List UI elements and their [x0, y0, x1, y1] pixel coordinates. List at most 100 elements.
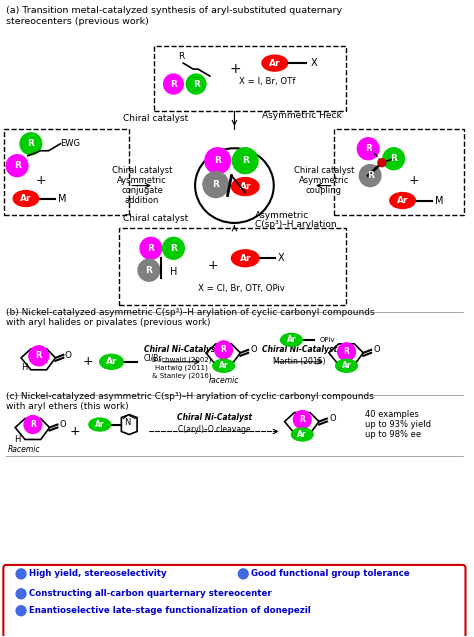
Text: Ar: Ar	[219, 361, 228, 370]
Text: O: O	[65, 352, 72, 361]
Circle shape	[24, 415, 42, 434]
Circle shape	[29, 346, 49, 366]
Text: Ar: Ar	[342, 361, 351, 370]
Circle shape	[16, 589, 26, 599]
Text: R: R	[192, 80, 200, 89]
Text: O: O	[59, 420, 66, 429]
Text: Chiral catalyst: Chiral catalyst	[123, 214, 188, 223]
Ellipse shape	[292, 428, 313, 441]
Circle shape	[16, 606, 26, 616]
Text: Asymmetric Heck: Asymmetric Heck	[262, 111, 342, 120]
Circle shape	[16, 569, 26, 579]
Circle shape	[138, 259, 160, 281]
Text: Racemic: Racemic	[8, 445, 41, 454]
Circle shape	[140, 238, 162, 259]
Text: R: R	[30, 420, 36, 429]
Text: R: R	[14, 161, 20, 170]
Text: (c) Nickel-catalyzed asymmetric C(sp³)–H arylation of cyclic carbonyl compounds
: (c) Nickel-catalyzed asymmetric C(sp³)–H…	[6, 392, 374, 411]
Text: C(aryl)–O cleavage: C(aryl)–O cleavage	[178, 425, 251, 434]
Text: Buchwald (2002): Buchwald (2002)	[152, 357, 211, 363]
Text: Chiral catalyst: Chiral catalyst	[123, 115, 188, 124]
Text: Ar: Ar	[239, 182, 251, 191]
Text: +: +	[229, 62, 241, 76]
Text: X: X	[311, 58, 318, 68]
Ellipse shape	[89, 418, 110, 431]
Text: Ar: Ar	[287, 336, 296, 345]
Text: R: R	[214, 156, 221, 165]
Text: racemic: racemic	[209, 376, 239, 385]
Text: Ar: Ar	[95, 420, 105, 429]
Circle shape	[357, 138, 379, 160]
Circle shape	[378, 159, 386, 167]
Text: R: R	[212, 180, 219, 189]
Text: coupling: coupling	[306, 186, 342, 195]
Text: Hartwig (2011): Hartwig (2011)	[155, 364, 208, 371]
Circle shape	[359, 165, 381, 187]
Text: R: R	[365, 144, 372, 154]
Text: Ar: Ar	[397, 196, 408, 205]
Text: Chiral Ni-Catalyst: Chiral Ni-Catalyst	[177, 413, 252, 422]
Text: EWG: EWG	[60, 140, 81, 148]
Text: R: R	[178, 52, 185, 61]
Text: H: H	[14, 435, 20, 444]
Text: H: H	[170, 267, 177, 277]
Text: X: X	[277, 254, 284, 263]
Circle shape	[383, 148, 404, 169]
Ellipse shape	[390, 192, 415, 208]
Text: addition: addition	[125, 196, 159, 205]
Text: +: +	[82, 355, 93, 368]
Text: & Stanley (2016): & Stanley (2016)	[152, 373, 211, 379]
Ellipse shape	[13, 190, 39, 206]
Text: R: R	[36, 352, 42, 361]
Circle shape	[20, 132, 42, 155]
Text: Chiral Ni-Catalyst: Chiral Ni-Catalyst	[262, 345, 337, 354]
Text: Aysmmetric: Aysmmetric	[117, 176, 167, 185]
Text: H: H	[21, 363, 27, 372]
Circle shape	[163, 238, 184, 259]
Text: Martin (2015): Martin (2015)	[273, 357, 326, 366]
Text: R: R	[300, 415, 305, 424]
Ellipse shape	[262, 55, 288, 71]
Text: R: R	[147, 244, 154, 253]
Text: Good functional group tolerance: Good functional group tolerance	[251, 569, 410, 578]
Circle shape	[6, 155, 28, 176]
Circle shape	[205, 148, 230, 174]
Text: High yield, stereoselectivity: High yield, stereoselectivity	[29, 569, 166, 578]
Text: Asymmetric: Asymmetric	[255, 211, 310, 220]
Text: R: R	[344, 347, 349, 356]
Text: Chiral catalyst: Chiral catalyst	[112, 166, 172, 175]
Circle shape	[203, 171, 228, 197]
Text: Ar: Ar	[298, 430, 307, 439]
Text: Ar: Ar	[20, 194, 32, 203]
Text: R: R	[367, 171, 374, 180]
Text: up to 98% ee: up to 98% ee	[365, 430, 421, 439]
Text: up to 93% yield: up to 93% yield	[365, 420, 431, 429]
Circle shape	[186, 74, 206, 94]
Circle shape	[215, 341, 232, 359]
Text: +: +	[70, 425, 81, 438]
Text: O: O	[329, 414, 336, 423]
Circle shape	[164, 74, 183, 94]
Text: Cl/Br: Cl/Br	[144, 354, 163, 362]
Text: R: R	[170, 244, 177, 253]
Text: +: +	[36, 174, 46, 187]
Text: C(sp³)–H arylation: C(sp³)–H arylation	[255, 220, 337, 229]
Circle shape	[293, 411, 311, 429]
Text: O: O	[374, 345, 380, 354]
Text: R: R	[242, 156, 249, 165]
Text: Ar: Ar	[239, 254, 251, 263]
Text: X = I, Br, OTf: X = I, Br, OTf	[238, 76, 295, 85]
Text: Chiral Ni-Catalyst: Chiral Ni-Catalyst	[144, 345, 219, 354]
FancyBboxPatch shape	[3, 565, 465, 637]
Text: Ar: Ar	[269, 59, 281, 68]
Text: M: M	[58, 194, 67, 204]
Text: Constructing all-carbon quarternary stereocenter: Constructing all-carbon quarternary ster…	[29, 589, 272, 598]
Text: 40 examples: 40 examples	[365, 410, 419, 419]
Text: +: +	[409, 174, 419, 187]
Text: N: N	[124, 418, 130, 427]
Ellipse shape	[281, 333, 302, 347]
Ellipse shape	[231, 250, 259, 267]
Text: (b) Nickel-catalyzed asymmetric C(sp³)–H arylation of cyclic carbonyl compounds
: (b) Nickel-catalyzed asymmetric C(sp³)–H…	[6, 308, 375, 327]
Text: R: R	[27, 140, 34, 148]
Text: M: M	[435, 196, 443, 206]
